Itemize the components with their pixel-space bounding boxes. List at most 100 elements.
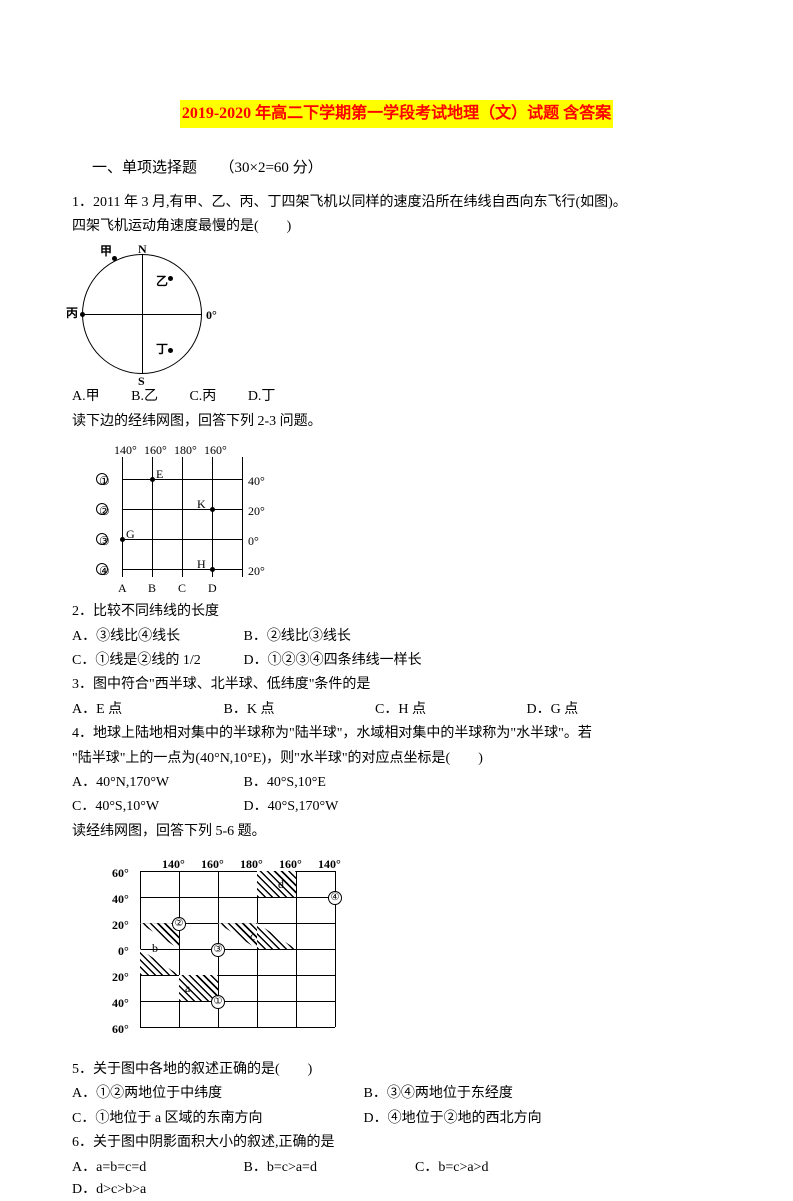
f3-lat4: 0° xyxy=(118,942,129,961)
section-heading: 一、单项选择题 （30×2=60 分） xyxy=(92,156,721,180)
f2-lon1: 140° xyxy=(114,441,137,460)
f3-lon5: 140° xyxy=(318,855,341,874)
f2-v3 xyxy=(182,457,183,577)
f3-lat5: 20° xyxy=(112,968,129,987)
q1-options: A.甲 B.乙 C.丙 D.丁 xyxy=(72,386,721,408)
label-0deg: 0° xyxy=(206,306,217,325)
f2-lon3: 180° xyxy=(174,441,197,460)
f3-lat7: 60° xyxy=(112,1020,129,1039)
f3-lat2: 40° xyxy=(112,890,129,909)
region-b-2 xyxy=(140,949,179,975)
f2-lat1: 40° xyxy=(248,472,265,491)
q2-opt-d: D．①②③④四条纬线一样长 xyxy=(244,650,422,672)
f3-lon2: 160° xyxy=(201,855,224,874)
region-d xyxy=(257,871,296,897)
q4-stem1: 4．地球上陆地相对集中的半球称为"陆半球"，水域相对集中的半球称为"水半球"。若 xyxy=(72,723,721,745)
q5-opt-c: C．①地位于 a 区域的东南方向 xyxy=(72,1108,332,1130)
f3-h3 xyxy=(140,949,335,950)
lead-5-6: 读经纬网图，回答下列 5-6 题。 xyxy=(72,821,721,843)
q3-opt-c: C．H 点 xyxy=(375,699,495,721)
title-wrap: 2019-2020 年高二下学期第一学段考试地理（文）试题 含答案 xyxy=(72,100,721,146)
f2-colA: A xyxy=(118,579,127,598)
f2-v5 xyxy=(242,457,243,577)
q4-row1: A．40°N,170°W B．40°S,10°E xyxy=(72,772,721,794)
exam-title: 2019-2020 年高二下学期第一学段考试地理（文）试题 含答案 xyxy=(180,100,613,128)
q4-opt-a: A．40°N,170°W xyxy=(72,772,212,794)
q2-opt-a: A．③线比④线长 xyxy=(72,626,212,648)
q1-opt-a: A.甲 xyxy=(72,386,100,408)
f3-h6 xyxy=(140,1027,335,1028)
q2-opt-b: B．②线比③线长 xyxy=(244,626,384,648)
f2-lon2: 160° xyxy=(144,441,167,460)
q3-opt-b: B．K 点 xyxy=(224,699,344,721)
f2-lat2: 20° xyxy=(248,502,265,521)
q1-opt-c: C.丙 xyxy=(189,386,216,408)
figure-3-grid: a b c d ① ② ③ ④ 140° 160° 180° 160° 140°… xyxy=(102,853,362,1053)
f2-dot-E xyxy=(150,477,155,482)
f3-h5 xyxy=(140,1001,335,1002)
q3-opts: A．E 点 B．K 点 C．H 点 D．G 点 xyxy=(72,699,721,721)
f3-lon1: 140° xyxy=(162,855,185,874)
f2-row3-l: ③ xyxy=(99,532,110,551)
figure-1-globe: N S 0° 甲 乙 丙 丁 xyxy=(72,244,212,384)
f2-v1 xyxy=(122,457,123,577)
q5-opt-b: B．③④两地位于东经度 xyxy=(364,1083,513,1105)
f3-lat1: 60° xyxy=(112,864,129,883)
label-N: N xyxy=(138,240,147,259)
q6-opts: A．a=b=c=d B．b=c>a=d C．b=c>a>d D．d>c>b>a xyxy=(72,1157,721,1201)
label-S: S xyxy=(138,372,145,391)
f2-lbl-K: K xyxy=(197,495,206,514)
f2-h4 xyxy=(122,569,242,570)
ring-4: ④ xyxy=(328,891,342,905)
f2-v4 xyxy=(212,457,213,577)
region-c-2 xyxy=(257,923,296,949)
f2-colB: B xyxy=(148,579,156,598)
q2-opt-c: C．①线是②线的 1/2 xyxy=(72,650,212,672)
q5-opt-d: D．④地位于②地的西北方向 xyxy=(364,1108,542,1130)
lbl-b: b xyxy=(152,939,158,958)
f3-h1 xyxy=(140,897,335,898)
q5-row2: C．①地位于 a 区域的东南方向 D．④地位于②地的西北方向 xyxy=(72,1108,721,1130)
q1-opt-d: D.丁 xyxy=(248,386,276,408)
figure-2-grid: 140° 160° 180° 160° 40° 20° 0° 20° ① ② ③… xyxy=(82,439,272,599)
f2-dot-G xyxy=(120,537,125,542)
lead-2-3: 读下边的经纬网图，回答下列 2-3 问题。 xyxy=(72,411,721,433)
f2-lbl-G: G xyxy=(126,525,135,544)
q5-row1: A．①②两地位于中纬度 B．③④两地位于东经度 xyxy=(72,1083,721,1105)
lbl-d: d xyxy=(278,875,284,894)
q4-opt-b: B．40°S,10°E xyxy=(244,772,384,794)
f3-h4 xyxy=(140,975,335,976)
f2-dot-K xyxy=(210,507,215,512)
f2-lbl-E: E xyxy=(156,465,163,484)
f2-lat3: 0° xyxy=(248,532,259,551)
f2-v2 xyxy=(152,457,153,577)
label-yi: 乙 xyxy=(156,272,168,291)
f3-lon3: 180° xyxy=(240,855,263,874)
f3-lat6: 40° xyxy=(112,994,129,1013)
f2-row4-l: ④ xyxy=(99,562,110,581)
q6-opt-b: B．b=c>a=d xyxy=(244,1157,384,1179)
f2-row1-l: ① xyxy=(99,472,110,491)
q5-stem: 5．关于图中各地的叙述正确的是( ) xyxy=(72,1059,721,1081)
lbl-c: c xyxy=(250,927,255,946)
f3-lon4: 160° xyxy=(279,855,302,874)
q2-row1: A．③线比④线长 B．②线比③线长 xyxy=(72,626,721,648)
ring-3: ③ xyxy=(211,943,225,957)
q4-stem2: "陆半球"上的一点为(40°N,10°E)，则"水半球"的对应点坐标是( ) xyxy=(72,748,721,770)
f2-lon4: 160° xyxy=(204,441,227,460)
q6-stem: 6．关于图中阴影面积大小的叙述,正确的是 xyxy=(72,1132,721,1154)
q1-stem1: 1．2011 年 3 月,有甲、乙、丙、丁四架飞机以同样的速度沿所在纬线自西向东… xyxy=(72,192,721,214)
q6-opt-c: C．b=c>a>d xyxy=(415,1157,555,1179)
q4-opt-c: C．40°S,10°W xyxy=(72,796,212,818)
ring-1: ① xyxy=(211,995,225,1009)
q3-stem: 3．图中符合"西半球、北半球、低纬度"条件的是 xyxy=(72,674,721,696)
q4-opt-d: D．40°S,170°W xyxy=(244,796,384,818)
f2-h3 xyxy=(122,539,242,540)
q5-opt-a: A．①②两地位于中纬度 xyxy=(72,1083,332,1105)
f2-colD: D xyxy=(208,579,217,598)
f2-dot-H xyxy=(210,567,215,572)
f3-lat3: 20° xyxy=(112,916,129,935)
q2-stem: 2．比较不同纬线的长度 xyxy=(72,601,721,623)
q3-opt-d: D．G 点 xyxy=(527,699,647,721)
meridian-line xyxy=(142,254,143,374)
